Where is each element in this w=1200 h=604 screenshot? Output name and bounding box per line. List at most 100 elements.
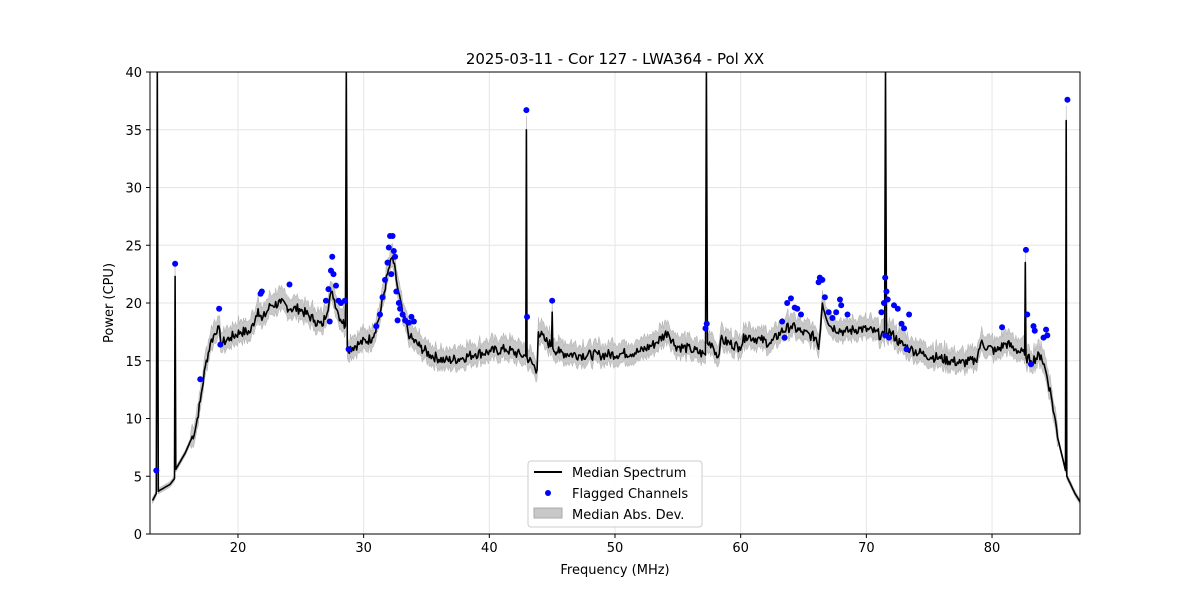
flagged-channel-point [884,296,891,303]
flagged-channel-point [880,300,887,306]
y-tick-label: 40 [125,66,142,81]
y-tick-label: 35 [125,124,142,139]
y-tick-label: 15 [125,355,142,370]
y-tick-label: 25 [125,239,142,254]
flagged-channel-point [286,281,293,288]
flagged-channel-point [781,334,788,341]
flagged-channel-point [217,341,224,348]
flagged-channel-point [330,271,337,278]
flagged-channel-point [382,276,389,283]
x-tick-label: 30 [355,541,372,556]
flagged-channel-point [394,317,401,324]
flagged-channel-point [999,324,1006,331]
flagged-channel-point [906,311,913,318]
flagged-channel-point [384,259,391,266]
flagged-channel-point [885,334,892,341]
y-axis-label: Power (CPU) [102,263,117,343]
median-spectrum-line [151,72,1080,503]
flagged-channel-point [784,300,791,306]
legend-median-abs-dev: Median Abs. Dev. [572,508,684,523]
flagged-channel-point [385,244,392,251]
flagged-channel-point [878,309,885,316]
chart-title: 2025-03-11 - Cor 127 - LWA364 - Pol XX [466,50,764,68]
flagged-channel-point [836,296,843,303]
x-tick-label: 60 [732,541,749,556]
x-tick-label: 80 [984,541,1001,556]
flagged-channel-point [410,318,417,325]
flagged-channel-point [1064,96,1071,103]
mad-band [152,72,1080,505]
y-tick-label: 10 [125,413,142,428]
flagged-channel-point [1024,311,1031,318]
flagged-channel-point [821,294,828,301]
flagged-channel-point [703,320,710,327]
flagged-channel-point [322,297,329,304]
x-tick-label: 70 [858,541,875,556]
legend-median-spectrum: Median Spectrum [572,466,686,481]
flagged-channel-point [373,323,380,330]
flagged-channel-point [524,313,531,320]
y-tick-label: 5 [134,470,142,485]
flagged-channel-point [883,288,890,295]
flagged-channel-point [392,253,399,260]
flagged-channel-point [197,376,204,383]
flagged-channel-point [1022,246,1029,253]
y-tick-label: 30 [125,182,142,197]
flagged-channel-point [523,107,530,114]
flagged-channel-point [829,315,836,322]
ticks: 20 30 40 50 60 70 80 0 5 10 15 20 25 30 35 40 [125,66,1000,556]
flagged-channel-point [326,318,333,325]
x-tick-label: 20 [230,541,247,556]
flagged-channel-point [1027,361,1034,368]
flagged-channel-point [389,233,396,240]
flagged-channel-point [390,248,397,255]
flagged-channel-point [825,309,832,316]
flagged-channel-point [794,305,801,312]
y-tick-label: 0 [134,528,142,543]
flagged-points [153,96,1071,474]
flagged-channel-point [325,286,332,293]
flagged-channel-point [894,305,901,312]
flagged-channel-point [779,318,786,325]
flagged-channel-point [898,320,905,327]
flagged-channel-point [819,276,826,283]
flagged-channel-point [395,300,402,306]
flagged-channel-point [838,302,845,309]
legend-dot-swatch [545,490,551,496]
flagged-channel-point [798,311,804,318]
legend-flagged-channels: Flagged Channels [572,487,688,502]
flagged-channel-point [172,260,179,267]
flagged-channel-point [153,467,160,474]
flagged-channel-point [216,305,223,312]
legend: Median Spectrum Flagged Channels Median … [527,460,703,528]
flagged-channel-point [833,309,840,316]
flagged-channel-point [408,313,415,320]
flagged-channel-point [901,325,908,332]
flagged-channel-point [1030,323,1037,330]
flagged-channel-point [258,288,265,295]
flagged-channel-point [376,311,383,318]
flagged-channel-point [329,253,336,260]
flagged-channel-point [1044,332,1051,339]
y-tick-label: 20 [125,297,142,312]
flagged-channel-point [405,319,412,326]
flagged-channel-point [882,274,889,281]
flagged-channel-point [397,305,404,312]
flagged-channel-point [787,295,794,302]
flagged-channel-point [844,311,851,318]
flagged-channel-point [345,346,352,353]
flagged-channel-point [549,297,556,304]
flagged-channel-point [333,282,339,289]
flagged-channel-point [399,311,406,318]
legend-band-swatch [533,507,563,519]
flagged-channel-point [702,325,709,332]
flagged-channel-point [891,302,897,309]
flagged-channel-point [393,288,400,295]
x-tick-label: 50 [607,541,624,556]
x-tick-label: 40 [481,541,498,556]
flagged-channel-point [903,346,910,353]
x-axis-label: Frequency (MHz) [560,563,669,578]
flagged-channel-point [341,297,348,304]
